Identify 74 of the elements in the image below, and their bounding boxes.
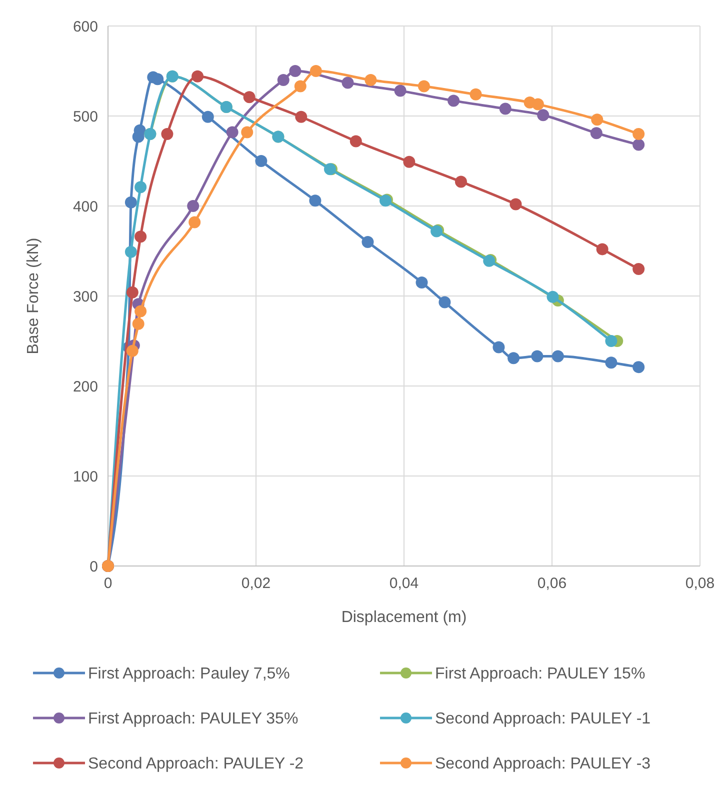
x-tick-label: 0,06 xyxy=(537,575,567,592)
point xyxy=(454,176,467,188)
y-tick-label: 600 xyxy=(72,18,98,36)
point xyxy=(552,350,564,362)
point xyxy=(591,114,604,126)
point xyxy=(531,350,544,362)
point xyxy=(255,155,268,167)
legend-label: Second Approach: PAULEY -2 xyxy=(88,756,304,773)
y-tick-label: 100 xyxy=(72,468,98,486)
point xyxy=(605,335,618,347)
point xyxy=(438,296,451,308)
x-axis-title: Displacement (m) xyxy=(341,609,467,626)
point xyxy=(492,341,505,354)
point xyxy=(403,156,416,168)
point xyxy=(362,236,374,248)
point xyxy=(124,246,137,258)
y-tick-label: 0 xyxy=(90,558,98,576)
point xyxy=(632,361,645,374)
point xyxy=(192,70,204,82)
point xyxy=(590,127,602,140)
point xyxy=(537,109,550,122)
y-axis-title: Base Force (kN) xyxy=(25,238,42,354)
x-tick-label: 0,02 xyxy=(241,575,271,592)
legend-label: Second Approach: PAULEY -3 xyxy=(435,756,651,773)
y-tick-label: 200 xyxy=(72,378,98,396)
point xyxy=(134,181,147,194)
point xyxy=(310,65,322,77)
point xyxy=(394,84,406,97)
point xyxy=(470,88,482,100)
point xyxy=(448,94,460,107)
point xyxy=(596,243,608,256)
point xyxy=(632,138,645,151)
point xyxy=(226,126,238,138)
x-tick-label: 0,08 xyxy=(685,575,715,592)
y-tick-label: 500 xyxy=(72,108,98,126)
legend-label: First Approach: Pauley 7,5% xyxy=(88,666,290,683)
point xyxy=(632,263,645,275)
point xyxy=(532,98,544,110)
point xyxy=(134,230,147,243)
point xyxy=(605,356,618,369)
point xyxy=(188,216,201,228)
point xyxy=(277,74,290,86)
point xyxy=(508,352,520,364)
point xyxy=(342,76,354,89)
point xyxy=(289,65,302,77)
point xyxy=(243,91,256,104)
point xyxy=(124,196,137,208)
point xyxy=(202,110,214,123)
point xyxy=(416,276,428,288)
point xyxy=(132,318,144,330)
point xyxy=(364,74,377,86)
point xyxy=(350,135,362,148)
legend-label: Second Approach: PAULEY -1 xyxy=(435,710,651,728)
point xyxy=(418,80,430,92)
point xyxy=(161,128,174,140)
point xyxy=(152,73,164,86)
point xyxy=(187,200,200,212)
point xyxy=(632,128,645,140)
legend-label: First Approach: PAULEY 35% xyxy=(88,710,298,728)
point xyxy=(134,305,147,318)
point xyxy=(295,110,308,123)
point xyxy=(126,344,138,357)
legend-label: First Approach: PAULEY 15% xyxy=(435,666,646,683)
point xyxy=(309,194,322,207)
x-tick-label: 0 xyxy=(104,575,112,592)
point xyxy=(510,198,522,210)
x-tick-label: 0,04 xyxy=(389,575,419,592)
y-tick-label: 400 xyxy=(72,198,98,216)
y-tick-label: 300 xyxy=(72,288,98,306)
point xyxy=(126,286,138,298)
point xyxy=(499,102,512,115)
point xyxy=(294,80,306,92)
point xyxy=(546,290,559,303)
point xyxy=(241,126,254,138)
